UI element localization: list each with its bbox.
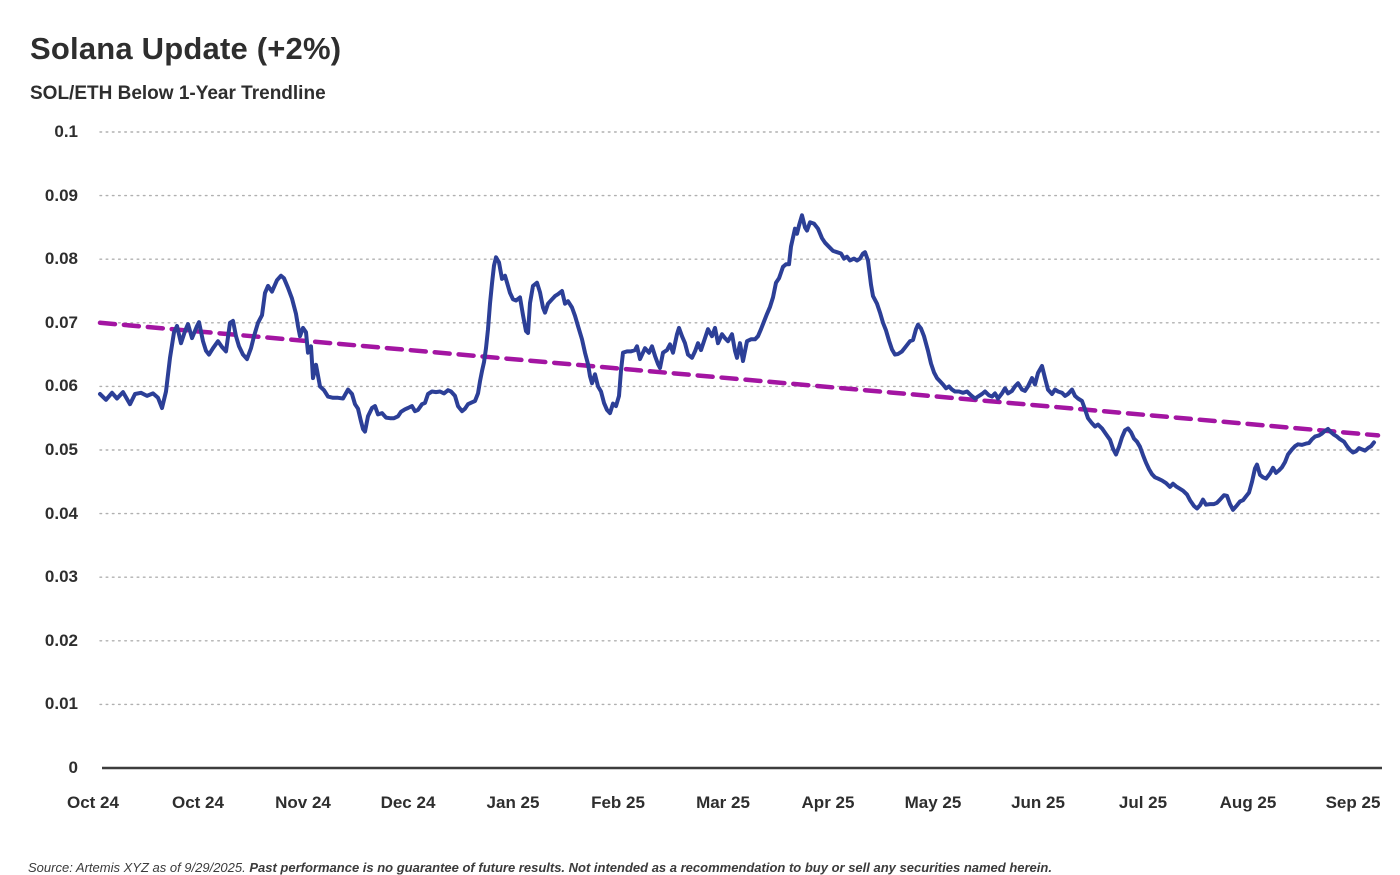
page-title: Solana Update (+2%) bbox=[30, 30, 342, 66]
y-axis-label: 0.03 bbox=[44, 567, 78, 587]
footnote: Source: Artemis XYZ as of 9/29/2025. Pas… bbox=[28, 860, 1368, 875]
x-axis-label: Aug 25 bbox=[1219, 793, 1277, 812]
y-axis-label: 0.02 bbox=[44, 630, 78, 650]
x-axis-label: Nov 24 bbox=[275, 793, 331, 812]
y-axis-label: 0.1 bbox=[54, 122, 78, 141]
y-axis-label: 0.09 bbox=[44, 185, 78, 205]
x-axis-label: Jul 25 bbox=[1118, 793, 1168, 812]
chart-subtitle: SOL/ETH Below 1-Year Trendline bbox=[30, 82, 326, 104]
x-axis-label: May 25 bbox=[904, 793, 962, 812]
y-axis-label: 0 bbox=[68, 758, 78, 777]
horizontal-gridlines bbox=[99, 131, 1383, 706]
sol-eth-ratio-line bbox=[98, 213, 1376, 512]
y-axis-label: 0.08 bbox=[44, 249, 78, 269]
x-axis-label: Oct 24 bbox=[67, 793, 119, 812]
x-axis-label: Mar 25 bbox=[696, 793, 750, 812]
y-axis-label: 0.06 bbox=[44, 376, 78, 396]
x-axis-label: Jun 25 bbox=[1011, 793, 1065, 812]
x-axis-label: Feb 25 bbox=[591, 793, 645, 812]
trendline-dashed bbox=[97, 320, 1381, 438]
y-axis-label: 0.04 bbox=[44, 503, 78, 523]
y-axis-label: 0.01 bbox=[44, 694, 78, 714]
x-axis-label: Apr 25 bbox=[801, 793, 855, 812]
x-axis-label: Dec 24 bbox=[380, 793, 436, 812]
x-axis-label: Sep 25 bbox=[1325, 793, 1381, 812]
y-axis-label: 0.05 bbox=[44, 440, 78, 459]
x-axis-label: Oct 24 bbox=[172, 793, 224, 812]
source-text: Source: Artemis XYZ as of 9/29/2025. bbox=[28, 860, 250, 875]
y-axis-label: 0.07 bbox=[44, 312, 78, 332]
disclaimer-text: Past performance is no guarantee of futu… bbox=[249, 860, 1052, 875]
x-axis-label: Jan 25 bbox=[486, 793, 540, 812]
